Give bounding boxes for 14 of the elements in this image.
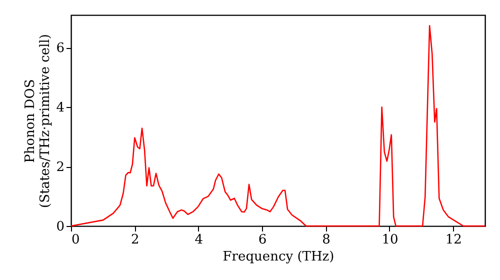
- x-tick-label: 4: [194, 232, 204, 248]
- x-tick-label: 6: [258, 232, 267, 248]
- y-tick-label: 6: [56, 41, 64, 56]
- x-tick-label: 0: [72, 232, 80, 248]
- y-axis-title: Phonon DOS (States/THz·primitive cell): [23, 34, 54, 208]
- x-axis-title: Frequency (THz): [222, 250, 334, 264]
- x-tick-label: 10: [382, 232, 398, 248]
- y-tick-label: 0: [56, 220, 64, 234]
- x-tick-label: 8: [322, 232, 330, 248]
- x-tick-label: 12: [445, 232, 462, 248]
- x-tick-label: 2: [131, 232, 140, 248]
- y-tick-label: 2: [56, 160, 64, 176]
- y-tick-label: 4: [56, 100, 64, 116]
- line-series: [70, 25, 486, 227]
